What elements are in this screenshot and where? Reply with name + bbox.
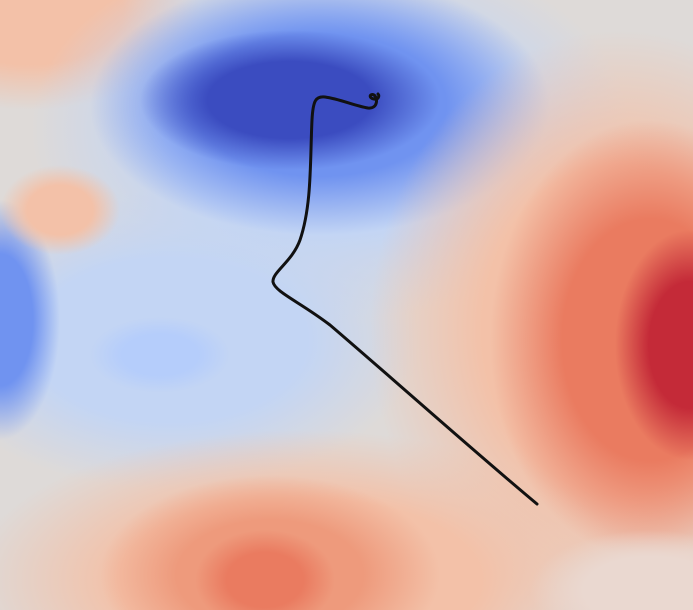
contour-region-saddle-bottom-right [530,530,693,610]
contour-region-bump-left [0,165,120,255]
contour-region-basin-small [90,317,230,393]
contour-region-peak-bottom-deep [195,530,335,610]
optimization-path [271,92,539,506]
contour-region-peak-right-deep [615,230,693,460]
